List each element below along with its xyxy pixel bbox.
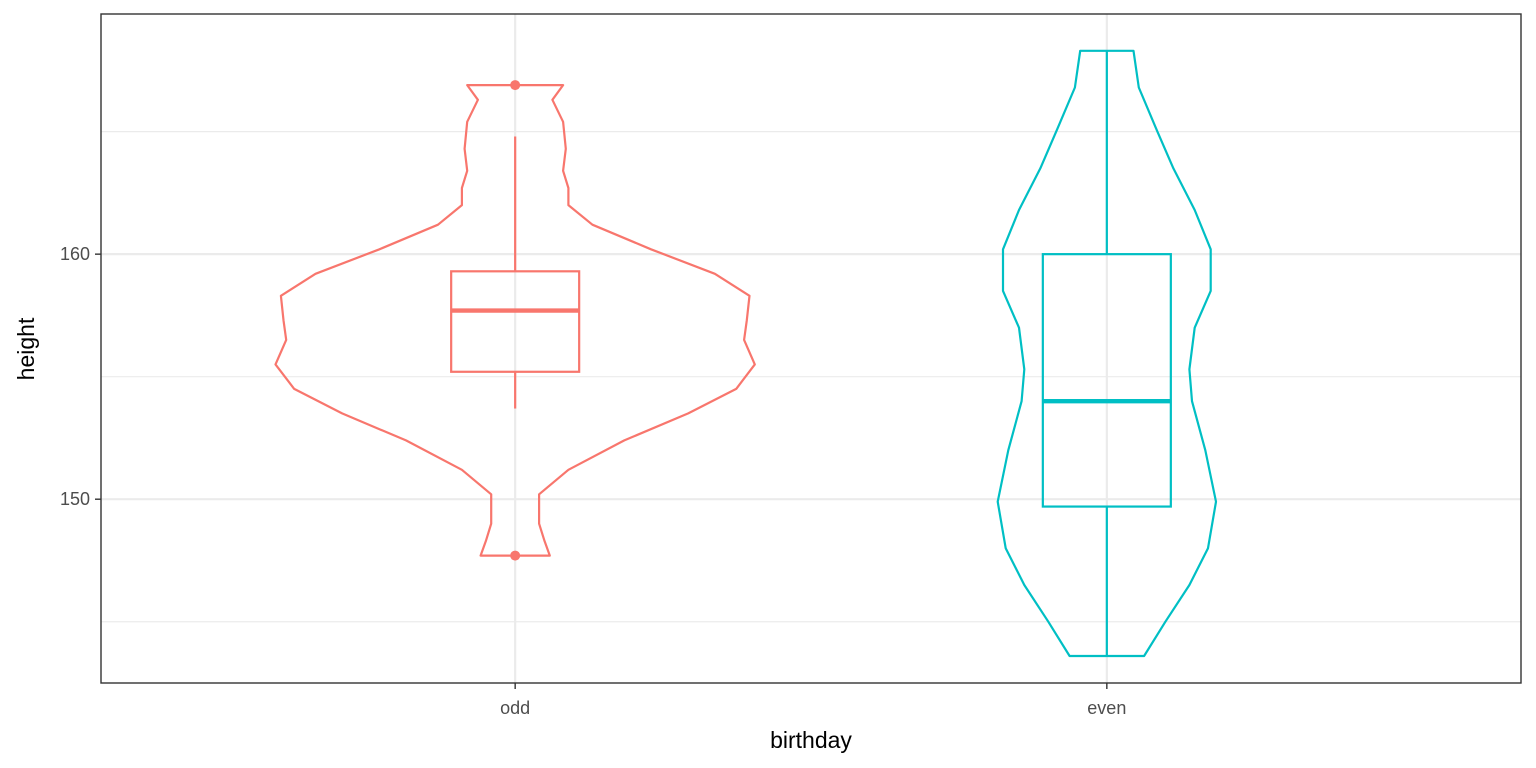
y-tick-label: 150: [60, 489, 90, 509]
violin-outline-odd: [274, 84, 756, 557]
x-axis-title: birthday: [770, 727, 852, 753]
outlier-point-odd: [510, 550, 521, 561]
y-axis-title: height: [13, 317, 39, 380]
y-tick-label: 160: [60, 244, 90, 264]
violin-layer: [274, 49, 1218, 658]
box-odd: [450, 270, 581, 373]
panel-border: [100, 13, 1522, 684]
x-tick-label: odd: [500, 698, 530, 718]
violin-outline-even: [996, 49, 1218, 658]
axis-layer: 150 160 odd even: [60, 244, 1126, 718]
x-tick-label: even: [1087, 698, 1126, 718]
box-even: [1041, 253, 1172, 508]
grid-layer: [101, 14, 1521, 683]
outlier-point-odd: [510, 80, 521, 91]
